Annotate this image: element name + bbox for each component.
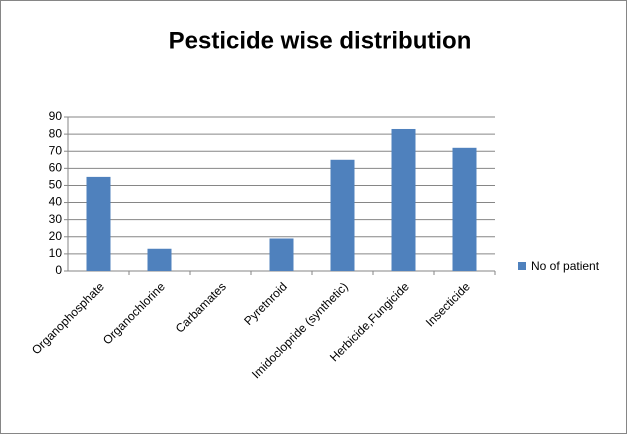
chart-title: Pesticide wise distribution bbox=[169, 27, 472, 54]
y-tick-label: 50 bbox=[49, 178, 63, 192]
legend-swatch bbox=[518, 262, 526, 270]
bar bbox=[330, 159, 355, 271]
y-tick-label: 90 bbox=[49, 109, 63, 123]
y-tick-label: 70 bbox=[49, 143, 63, 157]
bar bbox=[86, 176, 111, 271]
bar bbox=[391, 128, 416, 271]
bar bbox=[269, 238, 294, 271]
y-tick-label: 20 bbox=[49, 229, 63, 243]
y-tick-label: 60 bbox=[49, 161, 63, 175]
bar bbox=[147, 248, 172, 271]
y-tick-label: 30 bbox=[49, 212, 63, 226]
y-tick-label: 10 bbox=[49, 246, 63, 260]
bar bbox=[452, 147, 477, 271]
y-tick-label: 80 bbox=[49, 126, 63, 140]
y-tick-label: 40 bbox=[49, 195, 63, 209]
legend-label: No of patient bbox=[531, 259, 600, 273]
y-tick-label: 0 bbox=[55, 263, 62, 277]
